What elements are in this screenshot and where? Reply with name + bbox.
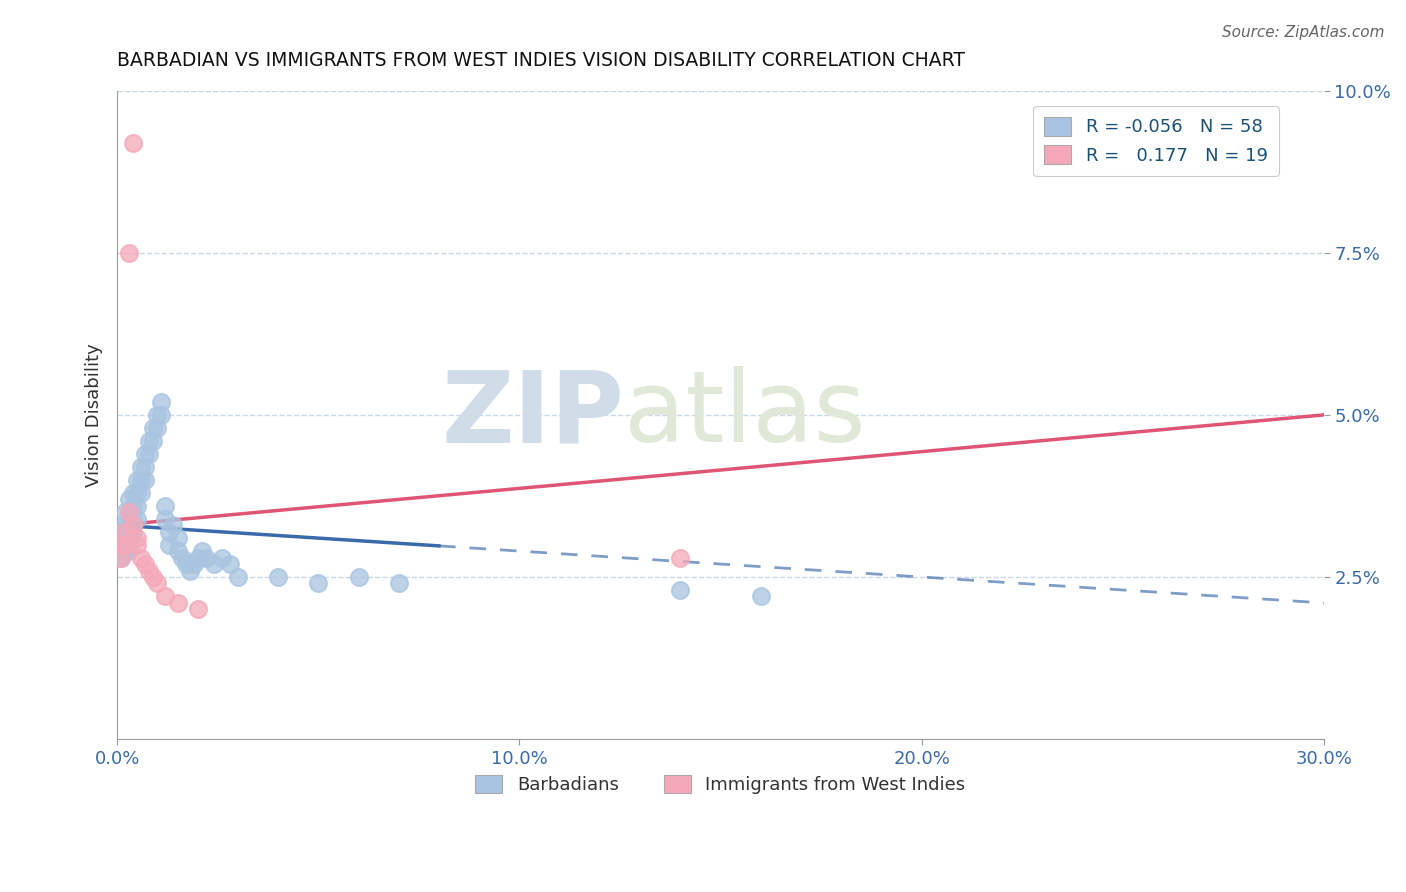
Point <box>183 557 205 571</box>
Point <box>110 524 132 539</box>
Point <box>118 245 141 260</box>
Point <box>170 550 193 565</box>
Point <box>138 564 160 578</box>
Point <box>174 557 197 571</box>
Point <box>110 550 132 565</box>
Point <box>134 459 156 474</box>
Point <box>307 576 329 591</box>
Point <box>114 505 136 519</box>
Point <box>211 550 233 565</box>
Point <box>127 485 149 500</box>
Point <box>114 544 136 558</box>
Point <box>118 531 141 545</box>
Point <box>118 518 141 533</box>
Point <box>162 518 184 533</box>
Point <box>150 395 173 409</box>
Point <box>127 499 149 513</box>
Point <box>202 557 225 571</box>
Point <box>388 576 411 591</box>
Point <box>122 485 145 500</box>
Point <box>114 524 136 539</box>
Point <box>114 518 136 533</box>
Point <box>138 434 160 448</box>
Point <box>179 564 201 578</box>
Text: ZIP: ZIP <box>441 367 624 464</box>
Point <box>166 544 188 558</box>
Point <box>122 499 145 513</box>
Point <box>127 511 149 525</box>
Point <box>110 538 132 552</box>
Point <box>166 596 188 610</box>
Point <box>138 447 160 461</box>
Point <box>150 408 173 422</box>
Point <box>118 492 141 507</box>
Point <box>127 538 149 552</box>
Point <box>146 421 169 435</box>
Point <box>159 538 181 552</box>
Point <box>131 550 153 565</box>
Point <box>159 524 181 539</box>
Point <box>142 434 165 448</box>
Point <box>114 538 136 552</box>
Point <box>110 550 132 565</box>
Y-axis label: Vision Disability: Vision Disability <box>86 343 103 487</box>
Point <box>146 408 169 422</box>
Point <box>155 499 177 513</box>
Text: BARBADIAN VS IMMIGRANTS FROM WEST INDIES VISION DISABILITY CORRELATION CHART: BARBADIAN VS IMMIGRANTS FROM WEST INDIES… <box>117 51 965 70</box>
Point <box>155 511 177 525</box>
Point <box>155 590 177 604</box>
Text: atlas: atlas <box>624 367 866 464</box>
Point <box>122 511 145 525</box>
Point <box>118 544 141 558</box>
Point <box>118 505 141 519</box>
Point <box>226 570 249 584</box>
Point <box>134 557 156 571</box>
Point <box>347 570 370 584</box>
Point <box>134 447 156 461</box>
Point <box>131 473 153 487</box>
Legend: Barbadians, Immigrants from West Indies: Barbadians, Immigrants from West Indies <box>468 768 973 801</box>
Point <box>142 570 165 584</box>
Point <box>110 538 132 552</box>
Point <box>118 505 141 519</box>
Point <box>267 570 290 584</box>
Point <box>749 590 772 604</box>
Point <box>127 531 149 545</box>
Point <box>166 531 188 545</box>
Point <box>122 524 145 539</box>
Point <box>146 576 169 591</box>
Point <box>218 557 240 571</box>
Point <box>134 473 156 487</box>
Point <box>142 421 165 435</box>
Point <box>187 602 209 616</box>
Point <box>131 485 153 500</box>
Point <box>190 544 212 558</box>
Point <box>127 473 149 487</box>
Point <box>114 531 136 545</box>
Point <box>669 582 692 597</box>
Point <box>187 550 209 565</box>
Point <box>122 136 145 150</box>
Point <box>122 518 145 533</box>
Point <box>131 459 153 474</box>
Text: Source: ZipAtlas.com: Source: ZipAtlas.com <box>1222 25 1385 40</box>
Point <box>669 550 692 565</box>
Point <box>194 550 217 565</box>
